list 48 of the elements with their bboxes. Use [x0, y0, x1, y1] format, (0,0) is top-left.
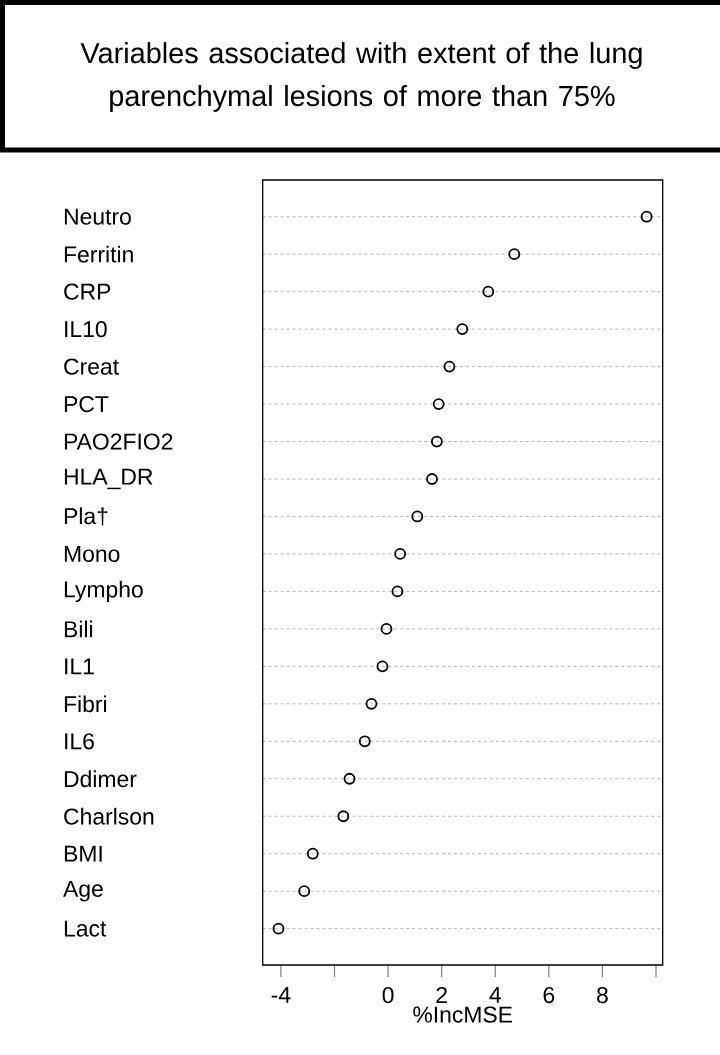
y-tick-label: PCT: [64, 395, 109, 413]
y-tick-label: Bili: [64, 620, 93, 638]
y-tick-label: Creat: [64, 358, 119, 375]
point: [298, 885, 311, 898]
x-tick-label: 2: [436, 986, 447, 1003]
x-axis-title: %IncMSE: [413, 1006, 513, 1023]
x-tick-label: 4: [489, 986, 501, 1003]
point: [456, 323, 469, 336]
point: [376, 660, 389, 673]
x-tick-label: 0: [382, 986, 394, 1004]
point: [391, 585, 404, 598]
y-tick-label: Neutro: [64, 208, 131, 225]
point: [394, 548, 407, 560]
y-tick-label: PAO2FIO2: [64, 433, 173, 450]
point: [411, 510, 424, 523]
point: [482, 285, 495, 298]
chart-title: Variables associated with extent of the lung parenchymal lesions of more than 75%: [80, 42, 642, 112]
point: [337, 810, 350, 823]
point: [508, 248, 521, 261]
point: [443, 360, 456, 373]
x-tick-label: 8: [597, 986, 608, 1004]
x-tick-label: -4: [271, 986, 291, 1003]
point: [432, 398, 445, 410]
y-tick-label: IL1: [65, 658, 94, 675]
y-tick-label: BMI: [64, 845, 102, 862]
point: [380, 622, 393, 635]
y-tick-label: HLA_DR: [64, 468, 153, 490]
point: [430, 435, 443, 448]
point: [640, 210, 653, 223]
point: [343, 772, 356, 785]
point: [358, 735, 371, 748]
point: [426, 473, 438, 485]
y-tick-label: IL6: [65, 733, 94, 750]
point: [272, 922, 285, 935]
point: [306, 847, 319, 860]
y-tick-label: Mono: [64, 545, 120, 562]
y-tick-label: Ferritin: [64, 245, 133, 263]
y-tick-label: Ddimer: [64, 770, 137, 788]
y-tick-label: Charlson: [64, 807, 154, 825]
y-tick-label: Lympho: [64, 580, 143, 603]
y-tick-label: Age: [63, 880, 103, 902]
point: [365, 697, 378, 710]
y-tick-label: Lact: [64, 920, 107, 937]
x-tick-label: 6: [543, 986, 555, 1004]
y-tick-label: Pla†: [64, 507, 108, 526]
y-tick-label: CRP: [64, 283, 111, 300]
y-tick-label: IL10: [65, 321, 107, 338]
y-tick-label: Fibri: [64, 695, 107, 713]
